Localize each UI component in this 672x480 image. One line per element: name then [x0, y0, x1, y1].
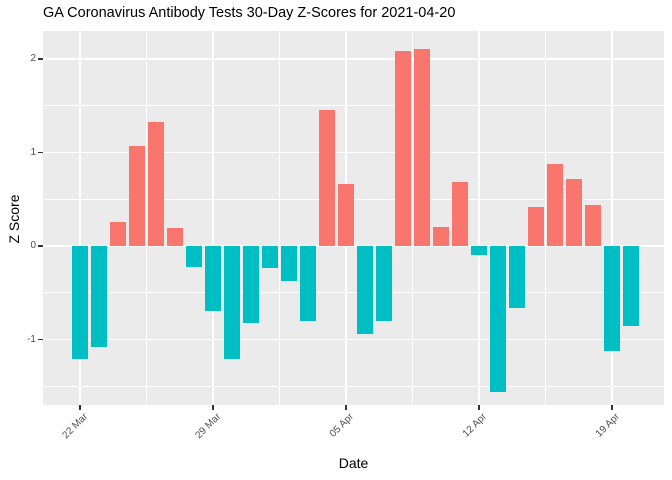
x-tick-mark: [79, 405, 81, 410]
x-tick-mark: [212, 405, 214, 410]
x-tick-mark: [611, 405, 613, 410]
bar-2021-03-25: [128, 146, 146, 247]
bar-2021-04-10: [432, 227, 450, 247]
y-axis-title: Z Score: [6, 194, 22, 244]
x-tick-label: 05 Apr: [327, 411, 357, 440]
bar-2021-04-04: [318, 109, 336, 247]
y-tick-label: 0: [30, 240, 36, 252]
bar-2021-03-24: [109, 221, 127, 247]
bar-2021-03-31: [242, 246, 260, 323]
major-gridline-v: [79, 31, 81, 405]
minor-gridline-v: [412, 31, 413, 405]
chart-title: GA Coronavirus Antibody Tests 30-Day Z-S…: [43, 5, 456, 21]
major-gridline-v: [611, 31, 613, 405]
major-gridline-h: [43, 338, 664, 341]
bar-2021-04-14: [508, 246, 526, 308]
y-tick-mark: [38, 58, 43, 60]
y-tick-label: 2: [30, 53, 36, 65]
bar-2021-04-08: [394, 50, 412, 247]
bar-2021-03-27: [166, 228, 184, 247]
bar-2021-03-26: [147, 121, 165, 247]
minor-gridline-h: [43, 105, 664, 107]
y-tick-mark: [38, 151, 43, 154]
x-tick-label: 19 Apr: [593, 411, 623, 440]
minor-gridline-h: [43, 385, 664, 387]
bar-2021-04-16: [546, 163, 564, 247]
bar-2021-04-12: [470, 246, 488, 256]
major-gridline-v: [212, 31, 214, 405]
bar-2021-04-17: [565, 178, 583, 247]
bar-2021-04-13: [489, 246, 507, 392]
x-tick-mark: [478, 405, 480, 410]
major-gridline-h: [43, 245, 664, 247]
bar-2021-04-09: [413, 48, 431, 247]
bar-2021-04-07: [375, 246, 393, 321]
x-tick-label: 29 Mar: [193, 411, 224, 442]
major-gridline-v: [478, 31, 480, 405]
y-tick-mark: [38, 338, 43, 341]
bar-2021-04-02: [280, 246, 298, 281]
bar-2021-04-15: [527, 206, 545, 247]
y-tick-mark: [38, 245, 43, 247]
bar-2021-03-29: [204, 246, 222, 311]
minor-gridline-v: [545, 31, 546, 405]
bar-2021-04-11: [451, 182, 469, 247]
bar-2021-03-28: [185, 246, 203, 267]
minor-gridline-v: [146, 31, 147, 405]
y-tick-label: 1: [30, 146, 36, 158]
y-tick-label: -1: [27, 333, 36, 345]
minor-gridline-v: [279, 31, 280, 405]
bar-2021-04-19: [603, 246, 621, 351]
bar-2021-03-23: [90, 246, 108, 348]
x-tick-label: 12 Apr: [460, 411, 490, 440]
minor-gridline-h: [43, 292, 664, 294]
bar-2021-04-18: [584, 204, 602, 247]
bar-2021-04-05: [337, 184, 355, 247]
bar-2021-04-20: [622, 246, 640, 327]
plot-area: [43, 31, 664, 405]
major-gridline-h: [43, 151, 664, 154]
bar-2021-03-22: [71, 246, 89, 360]
x-tick-label: 22 Mar: [60, 411, 91, 442]
x-tick-mark: [345, 405, 347, 410]
bar-2021-04-01: [261, 246, 279, 268]
bar-2021-04-03: [299, 246, 317, 321]
bar-2021-04-06: [356, 246, 374, 334]
bar-2021-03-30: [223, 246, 241, 360]
major-gridline-h: [43, 58, 664, 60]
x-axis-title: Date: [338, 455, 369, 471]
